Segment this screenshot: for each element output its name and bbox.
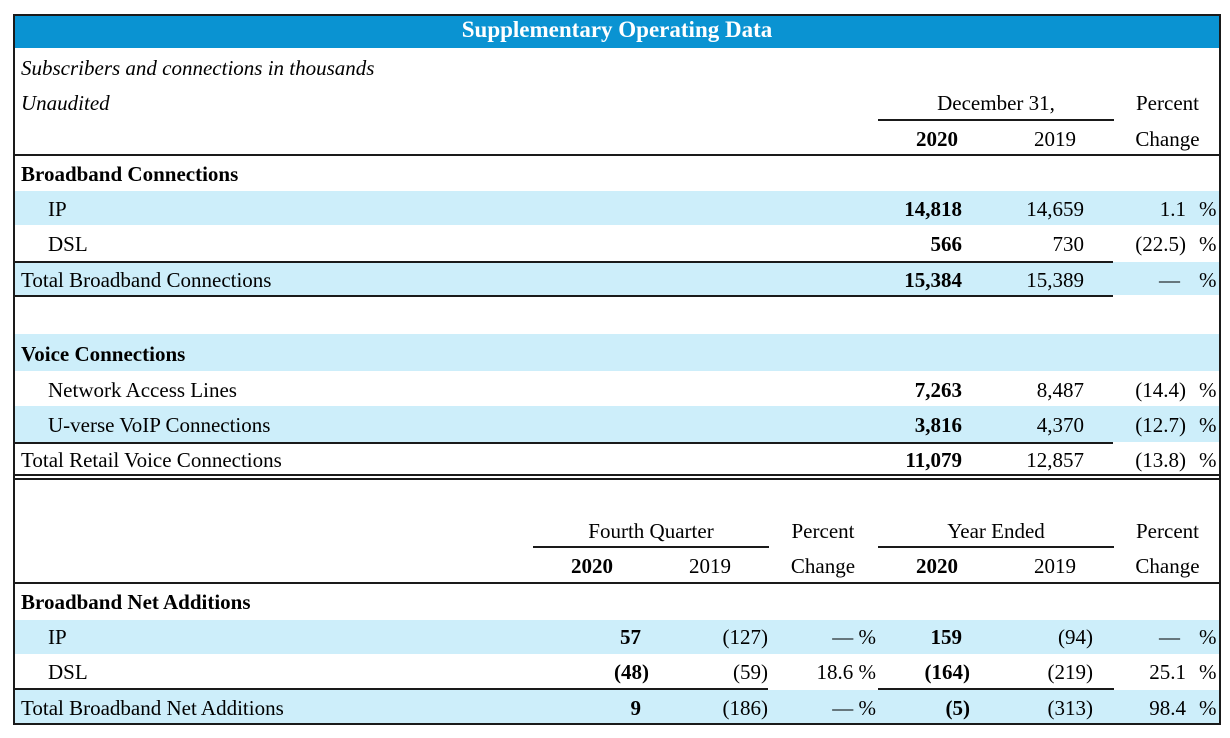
row-y-prior: (219) — [1047, 660, 1094, 684]
row-label: U-verse VoIP Connections — [48, 413, 271, 437]
row-q-change: 18.6 % — [816, 660, 877, 684]
row-band-net-ip — [15, 620, 1219, 654]
year-ended-underline — [878, 546, 1114, 548]
y-change-header: Change — [1135, 554, 1200, 578]
table-title: Supplementary Operating Data — [461, 17, 773, 42]
total-y-current: (5) — [945, 696, 971, 720]
total-q-change: — % — [832, 696, 876, 720]
change-header: Change — [1135, 127, 1200, 151]
year-prior-header: 2019 — [1034, 127, 1076, 151]
total-pct-sign: % — [1199, 696, 1217, 720]
total-current: 15,384 — [904, 268, 962, 292]
percent-header: Percent — [1136, 91, 1199, 115]
row-y-change: 25.1 — [1149, 660, 1186, 684]
row-label: IP — [48, 625, 67, 649]
q-year-current-header: 2020 — [571, 554, 613, 578]
row-band-ip — [15, 191, 1219, 225]
total-y-change: 98.4 — [1149, 696, 1186, 720]
section-divider-double — [15, 478, 1219, 480]
period-header: December 31, — [937, 91, 1055, 115]
row-band-total-broadband — [15, 262, 1219, 295]
total-label: Total Broadband Net Additions — [21, 696, 284, 720]
total-q-current: 9 — [630, 696, 642, 720]
row-q-current: (48) — [614, 660, 649, 684]
row-prior: 730 — [1052, 232, 1085, 256]
net-additions-heading: Broadband Net Additions — [21, 590, 251, 614]
total-top-rule — [15, 261, 1113, 263]
row-prior: 8,487 — [1036, 378, 1084, 402]
row-pct-sign: % — [1199, 378, 1217, 402]
row-change: (14.4) — [1135, 378, 1186, 402]
units-note: Subscribers and connections in thousands — [21, 56, 375, 80]
q-year-prior-header: 2019 — [689, 554, 731, 578]
row-current: 566 — [930, 232, 963, 256]
total-current: 11,079 — [905, 448, 962, 472]
q-change-header: Change — [790, 554, 856, 578]
row-y-current: 159 — [930, 625, 963, 649]
row-label: DSL — [48, 660, 88, 684]
row-pct-sign: % — [1199, 197, 1217, 221]
row-change: (22.5) — [1135, 232, 1186, 256]
row-y-current: (164) — [924, 660, 971, 684]
total-top-rule — [15, 688, 768, 690]
year-current-header: 2020 — [916, 127, 958, 151]
total-label: Total Retail Voice Connections — [21, 448, 282, 472]
table-frame — [13, 14, 1221, 725]
q-percent-header: Percent — [791, 519, 855, 543]
row-q-current: 57 — [620, 625, 641, 649]
broadband-heading: Broadband Connections — [21, 162, 239, 186]
total-prior: 15,389 — [1026, 268, 1084, 292]
row-band-net-total — [15, 690, 1219, 723]
header-rule — [15, 154, 1219, 156]
row-label: IP — [48, 197, 67, 221]
header-rule — [15, 582, 1219, 584]
quarter-underline — [533, 546, 769, 548]
total-label: Total Broadband Connections — [21, 268, 272, 292]
row-pct-sign: % — [1199, 625, 1217, 649]
y-year-prior-header: 2019 — [1034, 554, 1076, 578]
total-q-prior: (186) — [722, 696, 769, 720]
row-prior: 4,370 — [1036, 413, 1084, 437]
year-ended-header: Year Ended — [947, 519, 1045, 543]
row-y-change: — — [1159, 625, 1180, 649]
row-band-voice-heading — [15, 334, 1219, 371]
row-q-prior: (59) — [733, 660, 768, 684]
row-change: (12.7) — [1135, 413, 1186, 437]
total-top-rule — [878, 688, 1114, 690]
total-y-prior: (313) — [1047, 696, 1094, 720]
row-pct-sign: % — [1199, 660, 1217, 684]
row-change: 1.1 — [1159, 197, 1186, 221]
total-change: — — [1159, 268, 1180, 292]
row-q-change: — % — [832, 625, 876, 649]
quarter-header: Fourth Quarter — [588, 519, 714, 543]
row-y-prior: (94) — [1058, 625, 1093, 649]
row-current: 7,263 — [914, 378, 962, 402]
row-current: 14,818 — [904, 197, 962, 221]
section-divider — [15, 474, 1219, 476]
voice-heading: Voice Connections — [21, 342, 186, 366]
total-bottom-rule — [15, 295, 1113, 297]
row-label: Network Access Lines — [48, 378, 237, 402]
row-current: 3,816 — [914, 413, 962, 437]
row-label: DSL — [48, 232, 88, 256]
title-bar — [15, 15, 1219, 48]
row-band-uverse — [15, 406, 1219, 442]
total-change: (13.8) — [1135, 448, 1186, 472]
period-underline — [878, 119, 1114, 121]
total-prior: 12,857 — [1026, 448, 1084, 472]
row-pct-sign: % — [1199, 232, 1217, 256]
row-prior: 14,659 — [1026, 197, 1084, 221]
row-pct-sign: % — [1199, 413, 1217, 437]
unaudited-note: Unaudited — [21, 91, 110, 115]
y-percent-header: Percent — [1136, 519, 1199, 543]
row-q-prior: (127) — [722, 625, 769, 649]
y-year-current-header: 2020 — [916, 554, 958, 578]
total-pct-sign: % — [1199, 268, 1217, 292]
total-pct-sign: % — [1199, 448, 1217, 472]
total-top-rule — [15, 442, 1113, 444]
